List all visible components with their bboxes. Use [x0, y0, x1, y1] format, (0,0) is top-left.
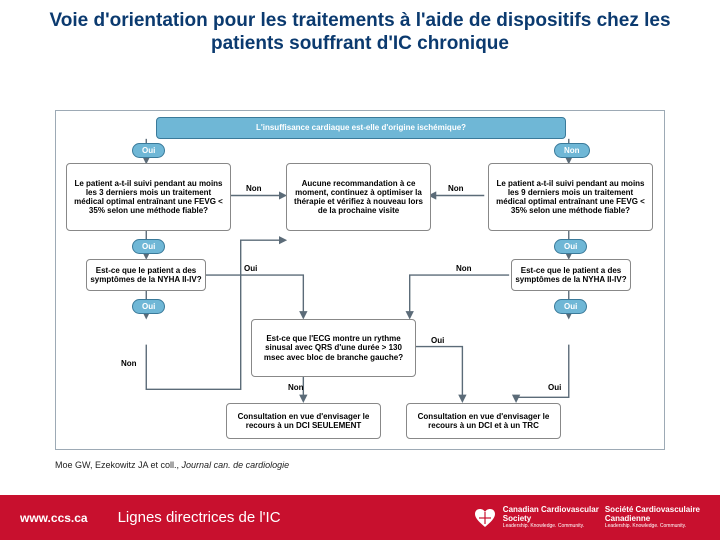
node-q-right: Le patient a-t-il suivi pendant au moins…: [488, 163, 653, 231]
citation-authors: Moe GW, Ezekowitz JA et coll.,: [55, 460, 182, 470]
label-oui-bot-r: Oui: [548, 383, 561, 392]
slide-title: Voie d'orientation pour les traitements …: [40, 10, 680, 56]
flowchart: L'insuffisance cardiaque est-elle d'orig…: [55, 110, 665, 450]
footer-title: Lignes directrices de l'IC: [118, 509, 473, 526]
footer-bar: www.ccs.ca Lignes directrices de l'IC Ca…: [0, 495, 720, 540]
node-ecg: Est-ce que l'ECG montre un rythme sinusa…: [251, 319, 416, 377]
label-non-r: Non: [448, 184, 464, 193]
node-header: L'insuffisance cardiaque est-elle d'orig…: [156, 117, 566, 139]
pill-oui-1: Oui: [132, 143, 165, 158]
heart-logo-icon: [473, 506, 497, 530]
pill-oui-4: Oui: [132, 299, 165, 314]
slide: Voie d'orientation pour les traitements …: [0, 0, 720, 540]
logo-text-en: Canadian Cardiovascular Society Leadersh…: [503, 506, 599, 529]
logo-text-fr: Société Cardiovasculaire Canadienne Lead…: [605, 506, 700, 529]
pill-oui-2: Oui: [132, 239, 165, 254]
label-oui-bot-m: Oui: [431, 336, 444, 345]
citation-journal: Journal can. de cardiologie: [182, 460, 290, 470]
citation: Moe GW, Ezekowitz JA et coll., Journal c…: [55, 460, 289, 470]
pill-oui-3: Oui: [554, 239, 587, 254]
label-non-bot-m: Non: [288, 383, 304, 392]
node-out-dci: Consultation en vue d'envisager le recou…: [226, 403, 381, 439]
node-out-trc: Consultation en vue d'envisager le recou…: [406, 403, 561, 439]
pill-oui-5: Oui: [554, 299, 587, 314]
node-q-mid: Aucune recommandation à ce moment, conti…: [286, 163, 431, 231]
pill-non-1: Non: [554, 143, 590, 158]
label-non-m1: Non: [456, 264, 472, 273]
node-nyha-r: Est-ce que le patient a des symptômes de…: [511, 259, 631, 291]
label-non-bot-l: Non: [121, 359, 137, 368]
label-non-l: Non: [246, 184, 262, 193]
node-nyha-l: Est-ce que le patient a des symptômes de…: [86, 259, 206, 291]
ccs-logo: Canadian Cardiovascular Society Leadersh…: [473, 506, 700, 530]
footer-url: www.ccs.ca: [20, 511, 88, 525]
label-oui-m1: Oui: [244, 264, 257, 273]
node-q-left: Le patient a-t-il suivi pendant au moins…: [66, 163, 231, 231]
